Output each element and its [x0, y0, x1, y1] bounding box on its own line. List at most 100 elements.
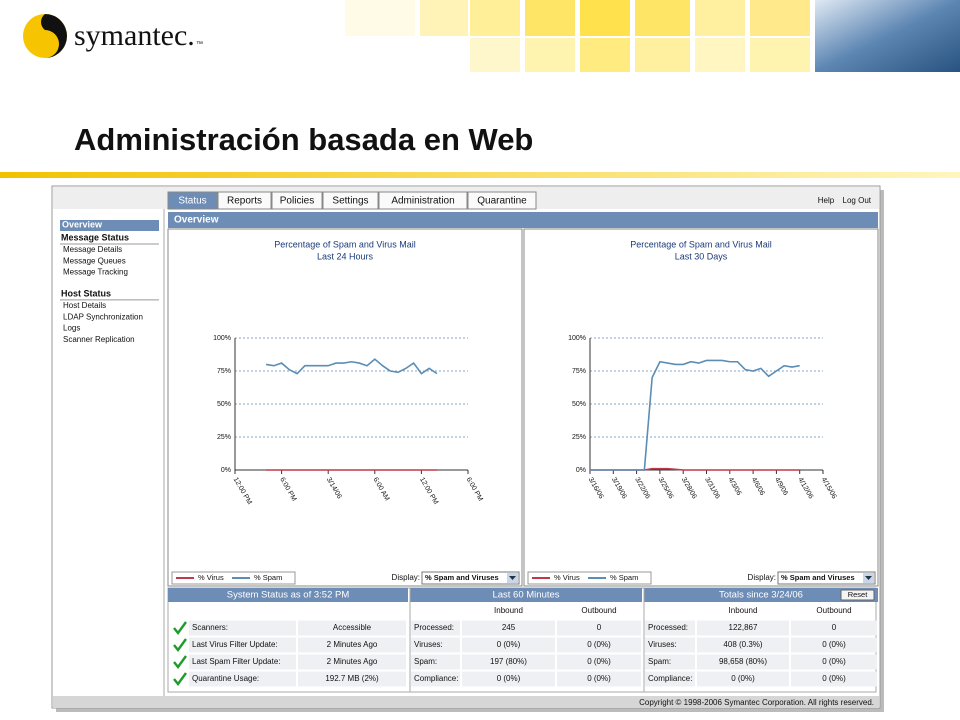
table-cell [411, 620, 460, 636]
panel-title-bar [644, 588, 878, 602]
nav-tab-label[interactable]: Reports [227, 196, 262, 207]
nav-tab-label[interactable]: Policies [280, 196, 314, 207]
table-cell [791, 654, 877, 670]
table-cell-text: 98,658 (80%) [719, 657, 767, 666]
y-tick-label: 100% [568, 335, 586, 342]
display-value[interactable]: % Spam and Viruses [425, 573, 499, 582]
sidebar-item[interactable]: Scanner Replication [63, 335, 135, 344]
sidebar-heading: Host Status [61, 288, 111, 298]
sidebar-item[interactable]: LDAP Synchronization [63, 312, 143, 321]
sidebar-item[interactable]: Logs [63, 324, 80, 333]
table-cell-text: Last Virus Filter Update: [192, 640, 278, 649]
reset-button-label[interactable]: Reset [848, 590, 869, 599]
sidebar-selected [60, 220, 159, 231]
table-cell-text: Spam: [648, 657, 671, 666]
y-tick-label: 50% [217, 401, 231, 408]
nav-tab[interactable] [167, 191, 218, 210]
check-icon [173, 655, 187, 669]
logo: symantec. ™ [23, 14, 203, 58]
table-cell [298, 654, 406, 670]
table-cell-text: 0 [597, 623, 602, 632]
table-cell [557, 671, 641, 687]
sidebar-item[interactable]: Message Queues [63, 256, 126, 265]
table-cell [411, 671, 460, 687]
column-header: Outbound [581, 606, 616, 615]
nav-tab[interactable] [217, 191, 272, 210]
nav-tab[interactable] [322, 191, 379, 210]
sidebar-item[interactable]: Message Tracking [63, 268, 128, 277]
panel-title-bar [410, 588, 642, 602]
table-cell-text: Accessible [333, 623, 372, 632]
y-tick-label: 75% [572, 368, 586, 375]
sidebar-item[interactable]: Host Details [63, 301, 106, 310]
nav-tab[interactable] [467, 191, 537, 210]
nav-link[interactable]: Log Out [843, 196, 872, 205]
table-cell [298, 620, 406, 636]
table-cell [791, 671, 877, 687]
panel-title-bar [168, 588, 408, 602]
nav-tab-label[interactable]: Quarantine [477, 196, 527, 207]
y-tick-label: 75% [217, 368, 231, 375]
table-cell [557, 654, 641, 670]
table-cell [697, 671, 789, 687]
table-cell-text: 0 [832, 623, 837, 632]
reset-button[interactable] [840, 589, 875, 601]
table-cell-text: 0 (0%) [822, 674, 846, 683]
table-cell [697, 637, 789, 653]
table-cell [645, 671, 695, 687]
sidebar-heading: Message Status [61, 232, 129, 242]
table-cell [462, 637, 555, 653]
legend-label: % Spam [610, 573, 638, 582]
table-cell-text: Last Spam Filter Update: [192, 657, 280, 666]
table-cell [557, 637, 641, 653]
display-value[interactable]: % Spam and Viruses [781, 573, 855, 582]
slide-title: Administración basada en Web [74, 122, 533, 157]
nav-tab[interactable] [271, 191, 323, 210]
sidebar-item[interactable]: Message Details [63, 245, 122, 254]
y-tick-label: 25% [217, 434, 231, 441]
legend-label: % Virus [198, 573, 224, 582]
display-select[interactable] [777, 571, 876, 585]
display-select[interactable] [421, 571, 520, 585]
sidebar-item[interactable]: Overview [62, 219, 103, 229]
table-cell-text: Scanners: [192, 623, 228, 632]
panel-title: Last 60 Minutes [492, 590, 559, 601]
chart-subtitle: Last 30 Days [675, 251, 728, 261]
table-cell-text: 0 (0%) [587, 674, 611, 683]
table-cell [791, 620, 877, 636]
table-cell [791, 637, 877, 653]
table-cell-text: 122,867 [729, 623, 758, 632]
select-arrow-icon[interactable] [509, 576, 516, 580]
table-cell [697, 654, 789, 670]
table-cell [462, 620, 555, 636]
y-tick-label: 0% [576, 467, 586, 474]
series-line [265, 358, 438, 375]
panel-title: Totals since 3/24/06 [719, 590, 803, 601]
table-cell [411, 654, 460, 670]
chart-title: Percentage of Spam and Virus Mail [630, 239, 771, 249]
table-cell [298, 637, 406, 653]
table-cell [645, 620, 695, 636]
nav-tab-label[interactable]: Settings [332, 196, 368, 207]
nav-link[interactable]: Help [818, 196, 835, 205]
y-tick-label: 50% [572, 401, 586, 408]
table-cell-text: 197 (80%) [490, 657, 527, 666]
table-cell [189, 637, 296, 653]
select-arrow-icon[interactable] [865, 576, 872, 580]
table-cell-text: 0 (0%) [497, 674, 521, 683]
y-tick-label: 25% [572, 434, 586, 441]
column-header: Outbound [816, 606, 851, 615]
nav-tab-label[interactable]: Status [178, 196, 206, 207]
table-cell-text: 2 Minutes Ago [327, 657, 378, 666]
table-cell [189, 654, 296, 670]
table-cell [411, 637, 460, 653]
table-cell-text: 192.7 MB (2%) [325, 674, 379, 683]
nav-tab-label[interactable]: Administration [391, 196, 454, 207]
y-tick-label: 100% [213, 335, 231, 342]
check-icon [173, 672, 187, 686]
table-cell-text: Processed: [648, 623, 688, 632]
panel-title: System Status as of 3:52 PM [227, 590, 350, 601]
nav-tab[interactable] [378, 191, 468, 210]
column-header: Inbound [494, 606, 523, 615]
legend-label: % Spam [254, 573, 282, 582]
